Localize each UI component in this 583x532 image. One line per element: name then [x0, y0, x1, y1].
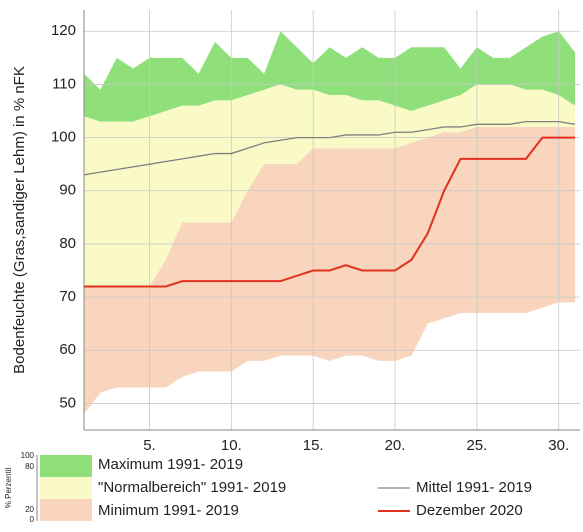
line — [83, 120, 576, 176]
y-tick-label: 80 — [59, 235, 76, 252]
legend-label: Minimum 1991- 2019 — [98, 502, 239, 519]
legend-swatch — [40, 499, 92, 521]
legend-scale-tick: 100 — [21, 451, 35, 460]
legend-scale-tick: 80 — [25, 462, 34, 471]
y-tick-label: 120 — [51, 22, 76, 39]
y-tick-label: 60 — [59, 341, 76, 358]
legend-label: Mittel 1991- 2019 — [416, 479, 532, 496]
band-area — [84, 31, 576, 122]
legend-label: "Normalbereich" 1991- 2019 — [98, 479, 286, 496]
legend-swatch — [40, 477, 92, 499]
x-tick-label: 10. — [221, 437, 242, 454]
x-tick-label: 25. — [466, 437, 487, 454]
legend-scale-tick: 20 — [25, 505, 34, 514]
band-area — [84, 84, 576, 287]
line — [84, 136, 576, 288]
legend-scale-tick: 0 — [30, 515, 35, 524]
legend-label: Dezember 2020 — [416, 502, 523, 519]
y-tick-label: 90 — [59, 182, 76, 199]
y-tick-label: 110 — [52, 75, 76, 92]
legend-label: Maximum 1991- 2019 — [98, 456, 243, 473]
x-tick-label: 20. — [385, 437, 406, 454]
legend-swatch — [40, 455, 92, 477]
y-tick-label: 70 — [59, 288, 76, 305]
x-tick-label: 30. — [548, 437, 569, 454]
x-tick-label: 15. — [303, 437, 324, 454]
y-tick-label: 50 — [59, 394, 76, 411]
y-tick-label: 100 — [51, 129, 76, 146]
y-axis-label: Bodenfeuchte (Gras,sandiger Lehm) in % n… — [11, 66, 28, 374]
x-tick-label: 5. — [143, 437, 156, 454]
legend-scale-label: % Perzentil — [4, 468, 13, 509]
